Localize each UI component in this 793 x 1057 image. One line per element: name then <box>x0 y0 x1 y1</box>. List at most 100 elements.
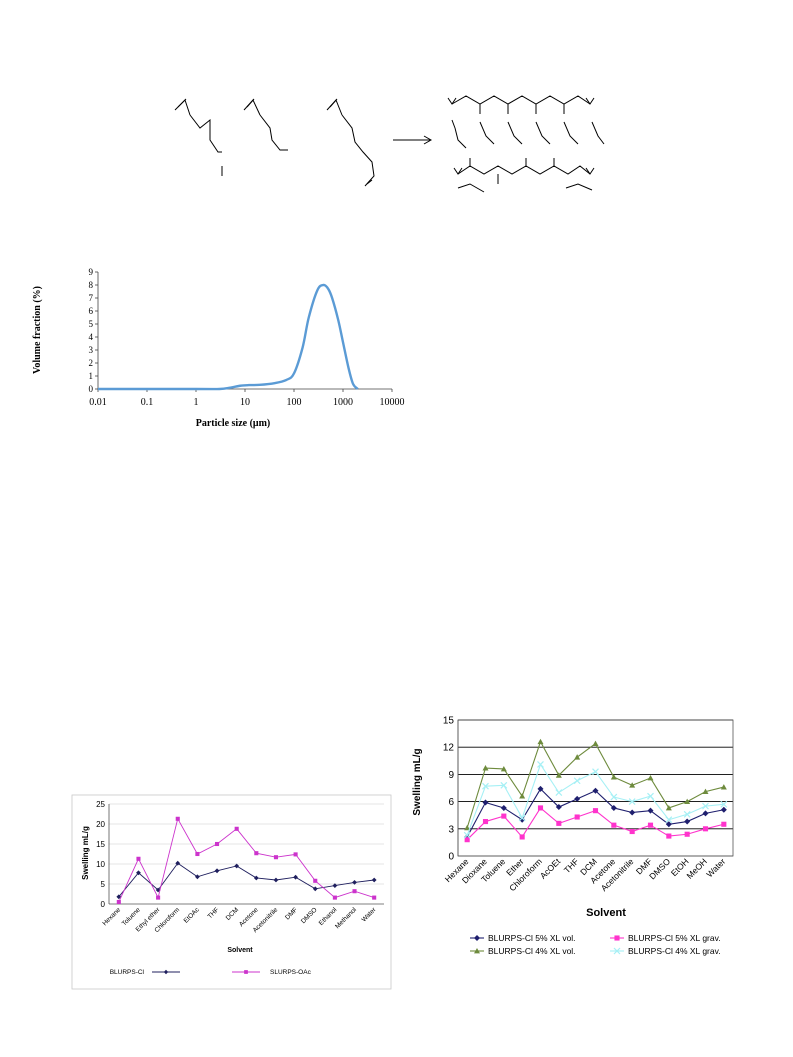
series-line <box>466 763 724 836</box>
data-point <box>155 887 161 893</box>
data-point <box>555 789 563 796</box>
data-point <box>629 782 636 788</box>
plot-border <box>457 719 734 857</box>
data-point <box>519 834 525 840</box>
y-tick-label: 3 <box>448 824 454 835</box>
series-blurps-cl-4-xl-grav- <box>463 761 728 839</box>
y-tick-label: 5 <box>89 319 94 329</box>
data-point <box>684 818 691 825</box>
legend-item: BLURPS-Cl 5% XL vol. <box>470 933 576 943</box>
legend-label: BLURPS-Cl 4% XL grav. <box>628 946 721 956</box>
data-point <box>556 820 562 826</box>
data-point <box>592 808 599 814</box>
x-tick-label: 0.1 <box>141 397 154 408</box>
particle-size-chart: Volume fraction (%) Particle size (μm) 0… <box>32 267 405 429</box>
x-tick-label: 10000 <box>380 397 405 408</box>
data-point <box>647 792 654 800</box>
data-point <box>175 860 181 866</box>
x-axis-label: Particle size (μm) <box>196 418 271 429</box>
data-point <box>702 810 709 817</box>
data-point <box>720 806 727 813</box>
reaction-arrow <box>393 135 433 145</box>
data-point <box>537 738 544 745</box>
data-point <box>721 821 727 827</box>
data-point <box>555 772 562 778</box>
data-point <box>647 807 654 814</box>
data-point <box>702 826 709 832</box>
data-point <box>482 765 489 771</box>
data-point <box>628 798 636 806</box>
data-point <box>253 875 259 881</box>
data-point <box>666 833 672 839</box>
category-label: Water <box>704 856 727 879</box>
data-point <box>611 822 617 828</box>
y-tick-label: 0 <box>448 852 454 863</box>
legend-item: BLURPS-Cl <box>110 969 180 976</box>
data-point <box>500 804 507 811</box>
data-point <box>464 837 470 843</box>
data-point <box>720 800 728 808</box>
plot-frame <box>71 794 392 990</box>
legend-marker <box>474 948 480 954</box>
data-point <box>518 814 526 822</box>
y-axis-label: Swelling mL/g <box>81 826 90 880</box>
data-point <box>629 828 635 835</box>
y-axis-label: Volume fraction (%) <box>32 286 43 374</box>
x-tick-label: 1000 <box>333 397 353 408</box>
data-point <box>273 877 279 883</box>
category-label: DMF <box>284 906 299 921</box>
data-point <box>537 785 544 792</box>
data-point <box>234 826 239 831</box>
data-point <box>702 802 709 810</box>
y-tick-label: 9 <box>89 267 94 277</box>
series-line <box>118 817 375 903</box>
x-tick-label: 10 <box>240 397 250 408</box>
data-point <box>574 754 581 760</box>
series-blurps-cl <box>116 860 377 900</box>
y-tick-label: 12 <box>443 743 455 754</box>
y-tick-label: 15 <box>96 840 105 849</box>
data-point <box>592 787 599 794</box>
y-tick-label: 5 <box>101 880 106 889</box>
distribution-line <box>98 283 359 391</box>
data-point <box>254 851 259 856</box>
data-point <box>313 878 318 883</box>
category-label: Methanol <box>334 906 358 930</box>
data-point <box>293 852 298 857</box>
data-point <box>332 895 337 900</box>
legend-marker <box>163 969 169 975</box>
data-point <box>592 768 599 776</box>
data-point <box>573 777 581 785</box>
data-point <box>647 775 654 781</box>
data-point <box>371 877 377 883</box>
y-tick-label: 10 <box>96 860 105 869</box>
x-tick-label: 1 <box>194 397 199 408</box>
swelling-chart-large: Swelling mL/g Solvent 03691215HexaneDiox… <box>412 716 734 956</box>
legend: BLURPS-Cl SLURPS-OAc <box>110 969 312 976</box>
data-point <box>464 833 471 840</box>
x-tick-label: 0.01 <box>89 397 107 408</box>
data-point <box>684 798 691 804</box>
legend-label: BLURPS-Cl 4% XL vol. <box>488 946 576 956</box>
data-point <box>537 805 544 811</box>
data-point <box>555 804 562 811</box>
y-tick-label: 6 <box>89 306 94 316</box>
legend-item: BLURPS-Cl 4% XL grav. <box>610 946 721 956</box>
swelling-chart-small: Swelling mL/g Solvent 0510152025HexaneTo… <box>71 794 392 990</box>
data-point <box>610 774 617 780</box>
data-point <box>116 899 121 905</box>
data-point <box>501 813 507 819</box>
data-point <box>195 851 200 857</box>
data-point <box>665 821 672 828</box>
data-point <box>500 765 507 772</box>
data-point <box>352 880 357 885</box>
data-point <box>647 822 654 828</box>
data-point <box>629 809 636 816</box>
y-tick-label: 4 <box>89 332 94 342</box>
data-point <box>519 793 526 799</box>
y-tick-label: 8 <box>89 280 94 290</box>
y-tick-label: 0 <box>89 384 94 394</box>
data-point <box>592 740 599 746</box>
data-point <box>214 841 220 847</box>
data-point <box>482 782 489 790</box>
